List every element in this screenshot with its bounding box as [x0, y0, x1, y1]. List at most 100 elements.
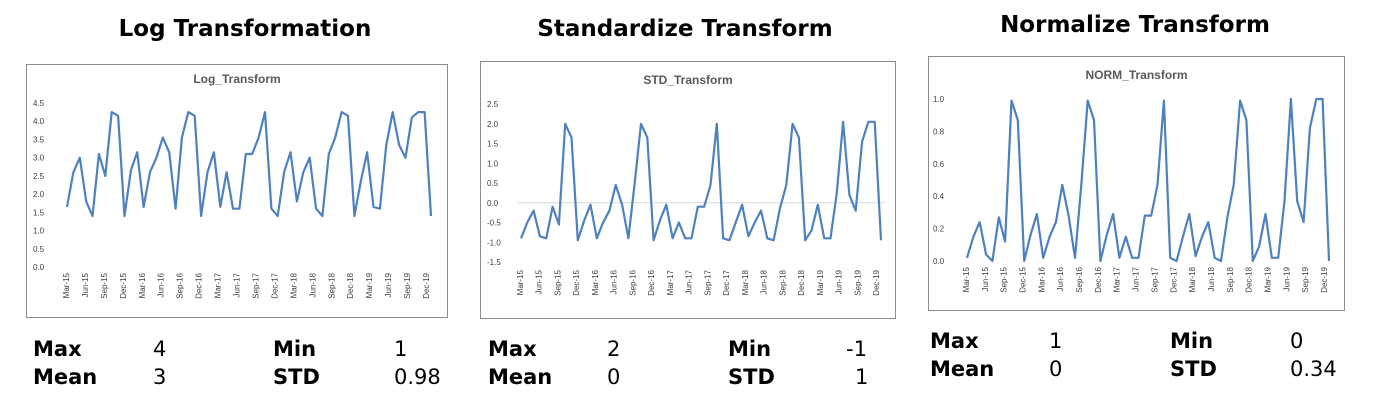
x-tick-label: Jun-17	[233, 272, 242, 297]
x-tick-label: Dec-19	[1320, 266, 1329, 292]
y-tick-label: 1.5	[487, 140, 499, 149]
x-tick-label: Sep-18	[778, 269, 787, 295]
stat-min-value: 1	[394, 337, 408, 361]
x-tick-label: Dec-15	[1019, 266, 1028, 292]
y-tick-label: -1.0	[487, 238, 501, 247]
y-tick-label: 2.0	[487, 120, 499, 129]
y-tick-label: 0.0	[33, 263, 45, 272]
x-tick-label: Dec-18	[346, 272, 355, 298]
y-tick-label: 1.0	[487, 159, 499, 168]
x-tick-label: Sep-18	[327, 272, 336, 298]
x-tick-label: Mar-17	[214, 272, 223, 298]
chart-std: STD_Transform -1.5 -1.0 -0.5 0.0 0.5 1.0 1.5 2.0…	[480, 61, 896, 319]
x-tick-label: Dec-15	[119, 272, 128, 298]
stat-min-label: Min	[273, 337, 317, 361]
x-tick-label: Dec-16	[195, 272, 204, 298]
stat-max-label: Max	[33, 337, 82, 361]
x-tick-label: Jun-17	[1132, 266, 1141, 291]
x-tick-label: Dec-16	[647, 269, 656, 295]
y-tick-label: 0.4	[933, 192, 945, 201]
y-tick-label: 2.5	[33, 172, 45, 181]
x-tick-label: Mar-17	[666, 269, 675, 295]
stat-mean-value: 0	[607, 365, 621, 389]
x-tick-label: Mar-19	[816, 269, 825, 295]
x-tick-label: Dec-17	[1169, 266, 1178, 292]
y-tick-label: 2.5	[487, 100, 499, 109]
y-tick-label: -1.5	[487, 258, 501, 267]
stat-mean-label: Mean	[930, 357, 995, 381]
y-tick-label: 0.8	[933, 127, 945, 136]
x-tick-label: Jun-17	[685, 269, 694, 294]
y-tick-label: 0.5	[33, 245, 45, 254]
x-tick-label: Jun-18	[308, 272, 317, 297]
x-tick-label: Dec-17	[722, 269, 731, 295]
x-tick-label: Jun-19	[384, 272, 393, 297]
y-tick-label: 4.0	[33, 117, 45, 126]
y-tick-label: -0.5	[487, 219, 501, 228]
x-tick-label: Jun-18	[760, 269, 769, 294]
x-tick-label: Sep-17	[251, 272, 260, 298]
x-tick-label: Mar-15	[516, 269, 525, 295]
chart-log-svg: Log_Transform 0.0 0.5 1.0 1.5 2.0 2.5 3.0 3.5 4.0…	[33, 72, 433, 299]
x-tick-label: Jun-19	[835, 269, 844, 294]
stat-mean-value: 0	[1049, 357, 1063, 381]
stat-min-label: Min	[728, 337, 772, 361]
stat-std-value: 0.98	[394, 365, 441, 389]
stat-std-value: 0.34	[1290, 357, 1337, 381]
x-tick-label: Sep-19	[403, 272, 412, 298]
x-tick-label: Jun-15	[81, 272, 90, 297]
x-tick-label: Sep-16	[628, 269, 637, 295]
x-tick-label: Jun-16	[1056, 266, 1065, 291]
stat-std-value: 1	[855, 365, 869, 389]
x-tick-label: Jun-16	[157, 272, 166, 297]
x-tick-label: Mar-17	[1113, 266, 1122, 292]
x-tick-label: Mar-16	[1037, 266, 1046, 292]
stat-min-value: -1	[846, 337, 867, 361]
x-tick-label: Dec-17	[270, 272, 279, 298]
chart-norm-svg: NORM_Transform 0.0 0.2 0.4 0.6 0.8 1.0 Mar-15 Ju…	[933, 68, 1331, 293]
x-tick-label: Sep-16	[1075, 266, 1084, 292]
y-tick-label: 0.0	[933, 257, 945, 266]
x-tick-label: Sep-17	[703, 269, 712, 295]
x-tick-label: Jun-16	[610, 269, 619, 294]
x-tick-label: Mar-18	[741, 269, 750, 295]
x-tick-label: Mar-15	[62, 272, 71, 298]
x-tick-label: Jun-18	[1207, 266, 1216, 291]
stat-min-label: Min	[1170, 329, 1214, 353]
series-line	[965, 97, 1331, 263]
chart-title: NORM_Transform	[1085, 68, 1187, 82]
y-tick-label: 0.5	[487, 179, 499, 188]
y-tick-label: 0.0	[487, 199, 499, 208]
y-tick-label: 1.0	[933, 95, 945, 104]
x-tick-label: Dec-18	[1245, 266, 1254, 292]
stat-mean-label: Mean	[33, 365, 98, 389]
y-tick-label: 3.0	[33, 154, 45, 163]
x-tick-label: Dec-19	[422, 272, 431, 298]
x-tick-label: Mar-19	[1263, 266, 1272, 292]
stat-min-value: 0	[1290, 329, 1304, 353]
x-tick-label: Sep-15	[100, 272, 109, 298]
x-tick-label: Mar-18	[1188, 266, 1197, 292]
chart-title: STD_Transform	[643, 73, 732, 87]
y-tick-label: 1.5	[33, 208, 45, 217]
x-tick-label: Jun-19	[1282, 266, 1291, 291]
stat-max-label: Max	[930, 329, 979, 353]
x-tick-label: Sep-17	[1150, 266, 1159, 292]
y-tick-label: 3.5	[33, 135, 45, 144]
x-tick-label: Sep-18	[1226, 266, 1235, 292]
y-tick-label: 4.5	[33, 99, 45, 108]
x-tick-label: Jun-15	[981, 266, 990, 291]
x-tick-label: Dec-18	[797, 269, 806, 295]
stat-std-label: STD	[728, 365, 775, 389]
x-tick-label: Mar-18	[289, 272, 298, 298]
stat-mean-label: Mean	[488, 365, 553, 389]
x-tick-label: Sep-15	[1000, 266, 1009, 292]
chart-log: Log_Transform 0.0 0.5 1.0 1.5 2.0 2.5 3.0 3.5 4.0…	[26, 64, 448, 318]
x-tick-label: Dec-16	[1094, 266, 1103, 292]
panel-title-log: Log Transformation	[118, 16, 372, 42]
y-tick-label: 0.2	[933, 225, 945, 234]
y-tick-label: 2.0	[33, 190, 45, 199]
x-tick-label: Sep-16	[176, 272, 185, 298]
stat-max-value: 4	[153, 337, 167, 361]
x-tick-label: Sep-15	[553, 269, 562, 295]
